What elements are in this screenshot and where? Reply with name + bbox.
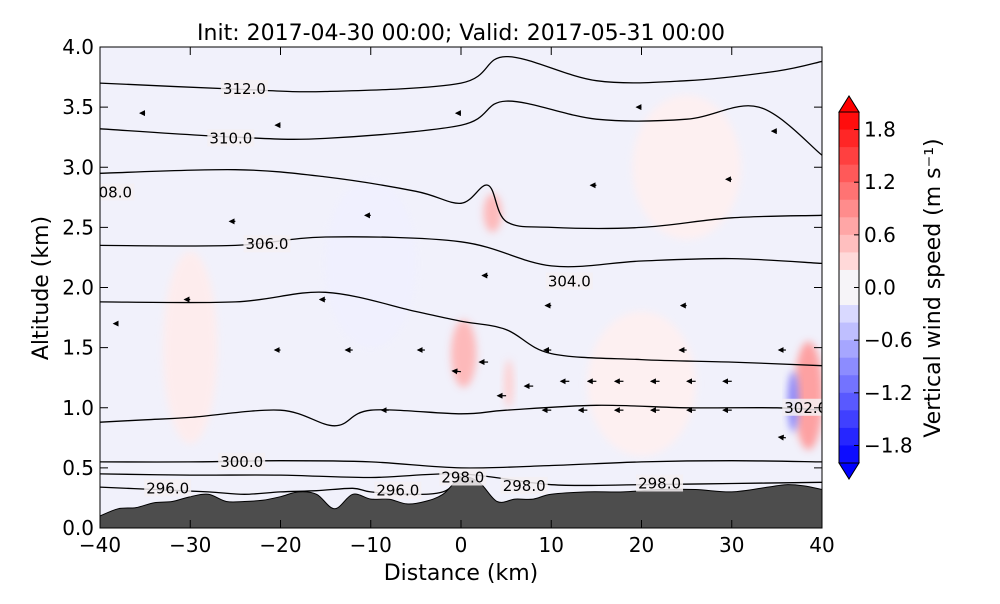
x-tick-label: 0 <box>455 533 468 557</box>
contour-label-background <box>500 476 548 494</box>
x-axis-label: Distance (km) <box>384 561 539 586</box>
contour-label-background <box>545 272 593 290</box>
colorbar-segment <box>839 199 859 218</box>
vertical-wind-field <box>163 95 822 456</box>
y-tick-label: 4.0 <box>62 35 94 59</box>
isentrope-line <box>100 460 822 469</box>
y-tick-label: 3.5 <box>62 95 94 119</box>
colorbar-segment <box>839 234 859 253</box>
vertical-wind-region <box>483 193 502 233</box>
colorbar-segment <box>839 375 859 394</box>
contour-label-background <box>100 183 135 201</box>
colorbar-tick-label: −1.2 <box>864 381 913 405</box>
isentrope-line <box>100 236 822 268</box>
x-tick-label: 10 <box>539 533 564 557</box>
colorbar-tick-label: 1.8 <box>864 118 896 142</box>
isentrope-line <box>100 168 822 230</box>
colorbar-tick-label: 1.2 <box>864 170 896 194</box>
contour-label: 300.0 <box>220 453 263 471</box>
contour-labels: 312.0 310.0 08.0 306.0 304.0 302.0 300.0 298.0 2… <box>99 80 827 500</box>
colorbar-ticks: 1.8 1.2 0.6 0.0 −0.6 −1.2 −1.8 <box>854 118 913 457</box>
colorbar-segment <box>839 269 859 288</box>
colorbar-label: Vertical wind speed (m s⁻¹) <box>921 138 946 437</box>
y-tick-label: 3.0 <box>62 155 94 179</box>
y-tick-label: 2.0 <box>62 276 94 300</box>
vertical-wind-region <box>587 311 696 456</box>
contour-label: 304.0 <box>548 272 591 290</box>
contour-label-background <box>207 129 255 147</box>
colorbar-segment <box>839 305 859 324</box>
vertical-wind-region <box>163 251 218 444</box>
x-tick-label: −30 <box>169 533 211 557</box>
wind-vectors <box>112 104 786 441</box>
contour-label-background <box>218 452 266 470</box>
x-tick-label: 20 <box>629 533 654 557</box>
contour-label: 298.0 <box>503 477 546 495</box>
colorbar-segment <box>839 287 859 306</box>
contour-label: 312.0 <box>223 80 266 98</box>
colorbar-segment <box>839 164 859 183</box>
colorbar-tick-label: −1.8 <box>864 433 913 457</box>
colorbar-segment <box>839 427 859 446</box>
contour-label-background <box>439 468 487 486</box>
colorbar-segment <box>839 129 859 148</box>
colorbar-tick-label: 0.6 <box>864 223 896 247</box>
y-tick-label: 0.0 <box>62 516 94 540</box>
colorbar-tick-label: −0.6 <box>864 328 913 352</box>
colorbar-segment <box>839 147 859 166</box>
y-tick-label: 0.5 <box>62 456 94 480</box>
contour-label: 306.0 <box>245 235 288 253</box>
y-axis-ticks: 0.0 0.5 1.0 1.5 2.0 2.5 3.0 3.5 4.0 <box>62 35 822 540</box>
contour-label: 298.0 <box>441 468 484 486</box>
y-tick-label: 2.5 <box>62 215 94 239</box>
isentrope-line <box>100 291 822 367</box>
colorbar-segment <box>839 217 859 236</box>
contour-label-background <box>636 474 684 492</box>
contour-label: 302.0 <box>784 399 827 417</box>
isentrope-line <box>100 404 822 427</box>
wind-vector <box>451 368 462 375</box>
y-tick-label: 1.5 <box>62 336 94 360</box>
colorbar-segment <box>839 252 859 271</box>
contour-label: 298.0 <box>638 475 681 493</box>
contour-label-background <box>220 80 268 98</box>
x-tick-label: 30 <box>719 533 744 557</box>
colorbar-segment <box>839 392 859 411</box>
contour-label-background <box>144 479 192 497</box>
contour-label: 310.0 <box>209 129 252 147</box>
vertical-wind-region <box>451 319 477 388</box>
contour-label: 08.0 <box>99 184 132 202</box>
y-tick-label: 1.0 <box>62 396 94 420</box>
colorbar-segment <box>839 357 859 376</box>
y-axis-label: Altitude (km) <box>29 216 54 360</box>
wind-vector <box>777 434 786 441</box>
x-tick-label: −40 <box>79 533 121 557</box>
colorbar-segment <box>839 340 859 359</box>
contour-label-background <box>782 398 822 416</box>
colorbar-extend-bottom <box>838 462 860 480</box>
vertical-wind-region <box>325 179 416 348</box>
chart-title: Init: 2017-04-30 00:00; Valid: 2017-05-3… <box>197 21 725 46</box>
x-tick-label: −10 <box>350 533 392 557</box>
colorbar-segment <box>839 410 859 429</box>
colorbar-segment <box>839 182 859 201</box>
contour-label-background <box>243 235 291 253</box>
contour-label-background <box>374 481 422 499</box>
vertical-wind-region <box>504 359 514 408</box>
colorbar-segment <box>839 445 859 464</box>
contour-label: 296.0 <box>146 479 189 497</box>
colorbar <box>838 95 860 480</box>
x-tick-label: 40 <box>809 533 834 557</box>
vertical-wind-region <box>632 95 741 240</box>
x-axis-ticks: −40 −30 −20 −10 0 10 20 30 40 <box>79 47 835 557</box>
x-tick-label: −20 <box>259 533 301 557</box>
colorbar-tick-label: 0.0 <box>864 276 896 300</box>
colorbar-extend-top <box>838 95 860 113</box>
contour-label: 296.0 <box>376 482 419 500</box>
vertical-wind-region <box>794 341 822 450</box>
colorbar-segment <box>839 112 859 131</box>
colorbar-segment <box>839 322 859 341</box>
